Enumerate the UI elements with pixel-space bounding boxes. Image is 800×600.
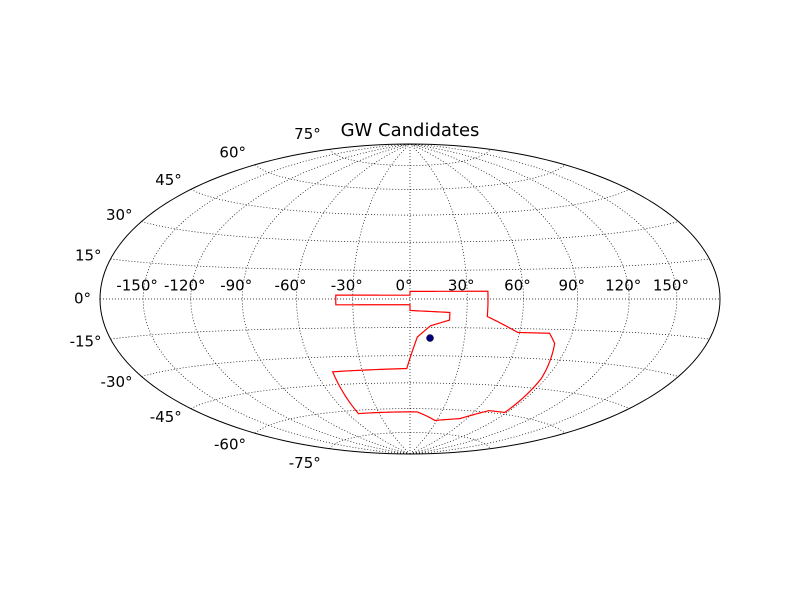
grid-line bbox=[142, 143, 411, 455]
grid-line bbox=[409, 143, 524, 455]
x-tick-label: -150° bbox=[116, 277, 158, 295]
chart-title: GW Candidates bbox=[341, 120, 480, 141]
y-tick-label: 60° bbox=[219, 143, 246, 161]
grid-line bbox=[141, 221, 679, 243]
x-tick-label: -90° bbox=[220, 277, 252, 295]
y-tick-label: 0° bbox=[74, 290, 91, 308]
grid-line bbox=[409, 143, 579, 455]
x-tick-label: 90° bbox=[558, 277, 585, 295]
grid-line bbox=[241, 143, 411, 455]
y-tick-label: -30° bbox=[101, 373, 133, 391]
footprint bbox=[331, 290, 556, 422]
x-tick-label: -120° bbox=[164, 277, 206, 295]
y-tick-label: -60° bbox=[214, 436, 246, 454]
y-tick-label: -45° bbox=[150, 408, 182, 426]
x-tick-label: -30° bbox=[331, 277, 363, 295]
grid-line bbox=[190, 189, 630, 216]
grid-line bbox=[254, 408, 566, 434]
x-tick-label: 0° bbox=[395, 277, 412, 295]
y-tick-label: 75° bbox=[294, 125, 321, 143]
point bbox=[426, 334, 434, 342]
grid-line bbox=[329, 149, 491, 166]
x-tick-label: 150° bbox=[653, 277, 689, 295]
x-tick-label: 30° bbox=[448, 277, 475, 295]
y-tick-label: 45° bbox=[155, 171, 182, 189]
y-tick-label: -75° bbox=[289, 454, 321, 472]
y-tick-label: 15° bbox=[75, 246, 102, 264]
grid-line bbox=[329, 432, 491, 449]
y-tick-label: -15° bbox=[70, 333, 102, 351]
map-boundary bbox=[99, 143, 721, 455]
grid-line bbox=[254, 164, 566, 190]
x-tick-label: 60° bbox=[504, 277, 531, 295]
grid-line bbox=[190, 382, 630, 409]
grid-line bbox=[141, 355, 679, 377]
y-tick-label: 30° bbox=[106, 206, 133, 224]
grid-line bbox=[190, 143, 411, 455]
grid-line bbox=[409, 143, 678, 455]
x-tick-label: 120° bbox=[605, 277, 641, 295]
x-tick-label: -60° bbox=[275, 277, 307, 295]
